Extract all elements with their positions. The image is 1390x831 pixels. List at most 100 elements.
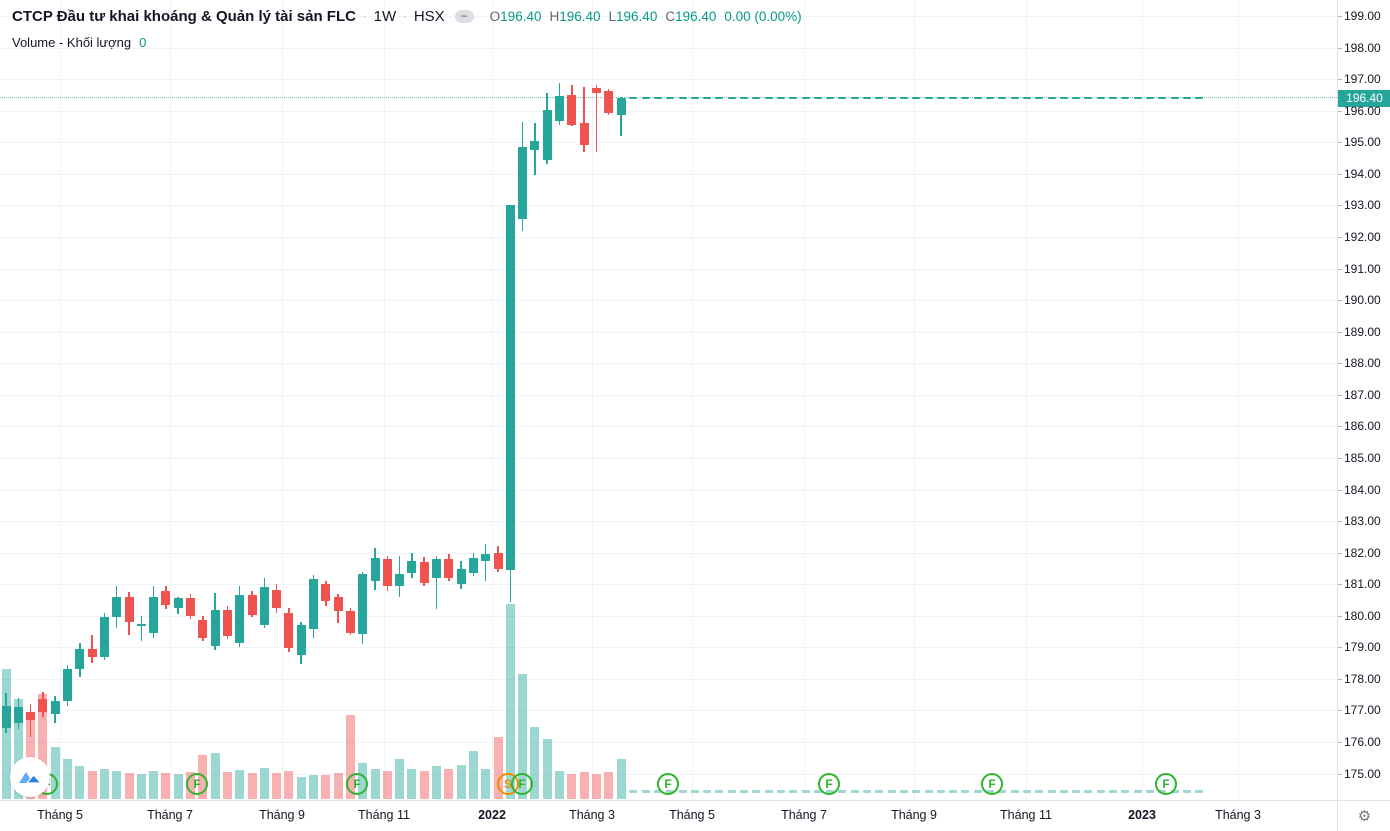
candlestick — [591, 87, 601, 94]
candlestick — [468, 557, 478, 573]
volume-bar — [63, 759, 72, 799]
price-tick-label: 176.00 — [1344, 735, 1381, 750]
v-gridline — [804, 0, 805, 800]
candlestick — [616, 98, 626, 115]
zero-volume-dash — [727, 790, 736, 793]
price-tick-label: 197.00 — [1344, 72, 1381, 87]
dividend-marker[interactable]: F — [981, 773, 1003, 795]
dividend-marker[interactable]: F — [657, 773, 679, 795]
zero-volume-dash — [1022, 790, 1031, 793]
flat-candle-dash — [1096, 96, 1105, 100]
zero-volume-dash — [961, 790, 970, 793]
h-gridline — [0, 205, 1337, 207]
flat-candle-dash — [764, 96, 773, 100]
open-value: 196.40 — [500, 9, 542, 24]
v-gridline — [492, 0, 493, 800]
flat-candle-dash — [1035, 96, 1044, 100]
h-gridline — [0, 647, 1337, 649]
h-gridline — [0, 110, 1337, 112]
volume-bar — [26, 714, 36, 799]
zero-volume-dash — [752, 790, 761, 793]
h-gridline — [0, 363, 1337, 365]
candlestick — [309, 579, 318, 630]
candlestick — [26, 712, 36, 720]
candle-wick — [29, 704, 32, 738]
zero-volume-dash — [715, 790, 724, 793]
zero-volume-dash — [1084, 790, 1093, 793]
dividend-marker[interactable]: F — [186, 773, 208, 795]
gear-icon[interactable]: ⚙ — [1357, 808, 1372, 825]
flat-candle-dash — [727, 96, 736, 100]
flat-candle-dash — [1109, 96, 1117, 100]
h-gridline — [0, 457, 1337, 459]
high-label: H — [549, 9, 560, 24]
low-label: L — [608, 9, 617, 24]
ohlc-values: O196.40 H196.40 L196.40 C196.40 0.00 (0.… — [490, 9, 802, 24]
volume-bar — [493, 737, 503, 799]
flat-candle-dash — [1182, 96, 1191, 100]
volume-bar — [136, 774, 146, 799]
volume-bar — [321, 775, 331, 799]
price-tick-mark — [1338, 647, 1342, 649]
volume-bar — [432, 766, 441, 799]
volume-bar — [1, 669, 11, 799]
price-tick-label: 177.00 — [1344, 703, 1381, 718]
flat-candle-dash — [776, 96, 785, 100]
candlestick — [542, 110, 552, 160]
flat-candle-dash — [653, 96, 662, 100]
candlestick — [493, 552, 503, 570]
candlestick — [272, 589, 282, 608]
dividend-marker[interactable]: F — [818, 773, 840, 795]
volume-bar — [468, 751, 478, 799]
volume-bar — [616, 759, 626, 799]
candlestick — [75, 648, 85, 670]
price-tick-mark — [1338, 742, 1342, 744]
zero-volume-dash — [629, 790, 638, 793]
separator-dot: · — [403, 10, 407, 23]
price-tick-label: 190.00 — [1344, 293, 1381, 308]
candlestick — [186, 598, 195, 617]
flat-candle-dash — [850, 96, 859, 100]
zero-volume-dash — [850, 790, 859, 793]
time-tick-label: Tháng 7 — [781, 808, 827, 822]
zero-volume-dash — [887, 790, 896, 793]
dividend-marker[interactable]: F — [346, 773, 368, 795]
volume-bar — [382, 771, 392, 799]
time-tick-label: Tháng 5 — [669, 808, 715, 822]
v-gridline — [1026, 0, 1027, 800]
price-tick-label: 178.00 — [1344, 671, 1381, 686]
volume-bar — [345, 715, 355, 799]
price-axis[interactable]: 196.40 199.00 198.00 197.00 196.00 195.00 194… — [1337, 0, 1390, 800]
volume-bar — [87, 771, 97, 799]
h-gridline — [0, 300, 1337, 302]
v-gridline — [60, 0, 61, 800]
dividend-marker[interactable]: F — [511, 773, 533, 795]
zero-volume-dash — [1145, 790, 1154, 793]
time-tick-label: Tháng 7 — [147, 808, 193, 822]
zero-volume-dash — [653, 790, 662, 793]
v-gridline — [592, 0, 593, 800]
price-tick-mark — [1338, 236, 1342, 238]
price-tick-mark — [1338, 394, 1342, 396]
price-tick-mark — [1338, 457, 1342, 459]
candlestick — [63, 669, 72, 701]
chart-canvas[interactable]: FFFSFFFFF — [0, 0, 1337, 800]
zero-volume-dash — [949, 790, 958, 793]
volume-bar — [370, 769, 380, 799]
hide-source-button[interactable]: − — [454, 10, 474, 23]
v-gridline — [384, 0, 385, 800]
platform-logo[interactable] — [10, 757, 50, 797]
volume-bar — [235, 770, 245, 799]
price-tick-label: 184.00 — [1344, 482, 1381, 497]
price-tick-label: 195.00 — [1344, 135, 1381, 150]
h-gridline — [0, 615, 1337, 617]
candlestick — [321, 584, 331, 602]
dividend-marker[interactable]: F — [1155, 773, 1177, 795]
interval-label: 1W — [373, 8, 397, 25]
zero-volume-dash — [973, 790, 982, 793]
volume-bar — [161, 773, 171, 799]
volume-bar — [99, 769, 109, 799]
v-gridline — [170, 0, 171, 800]
zero-volume-dash — [703, 790, 712, 793]
time-axis[interactable]: Tháng 5 Tháng 7 Tháng 9 Tháng 11 2022 Tháng 3… — [0, 800, 1337, 831]
